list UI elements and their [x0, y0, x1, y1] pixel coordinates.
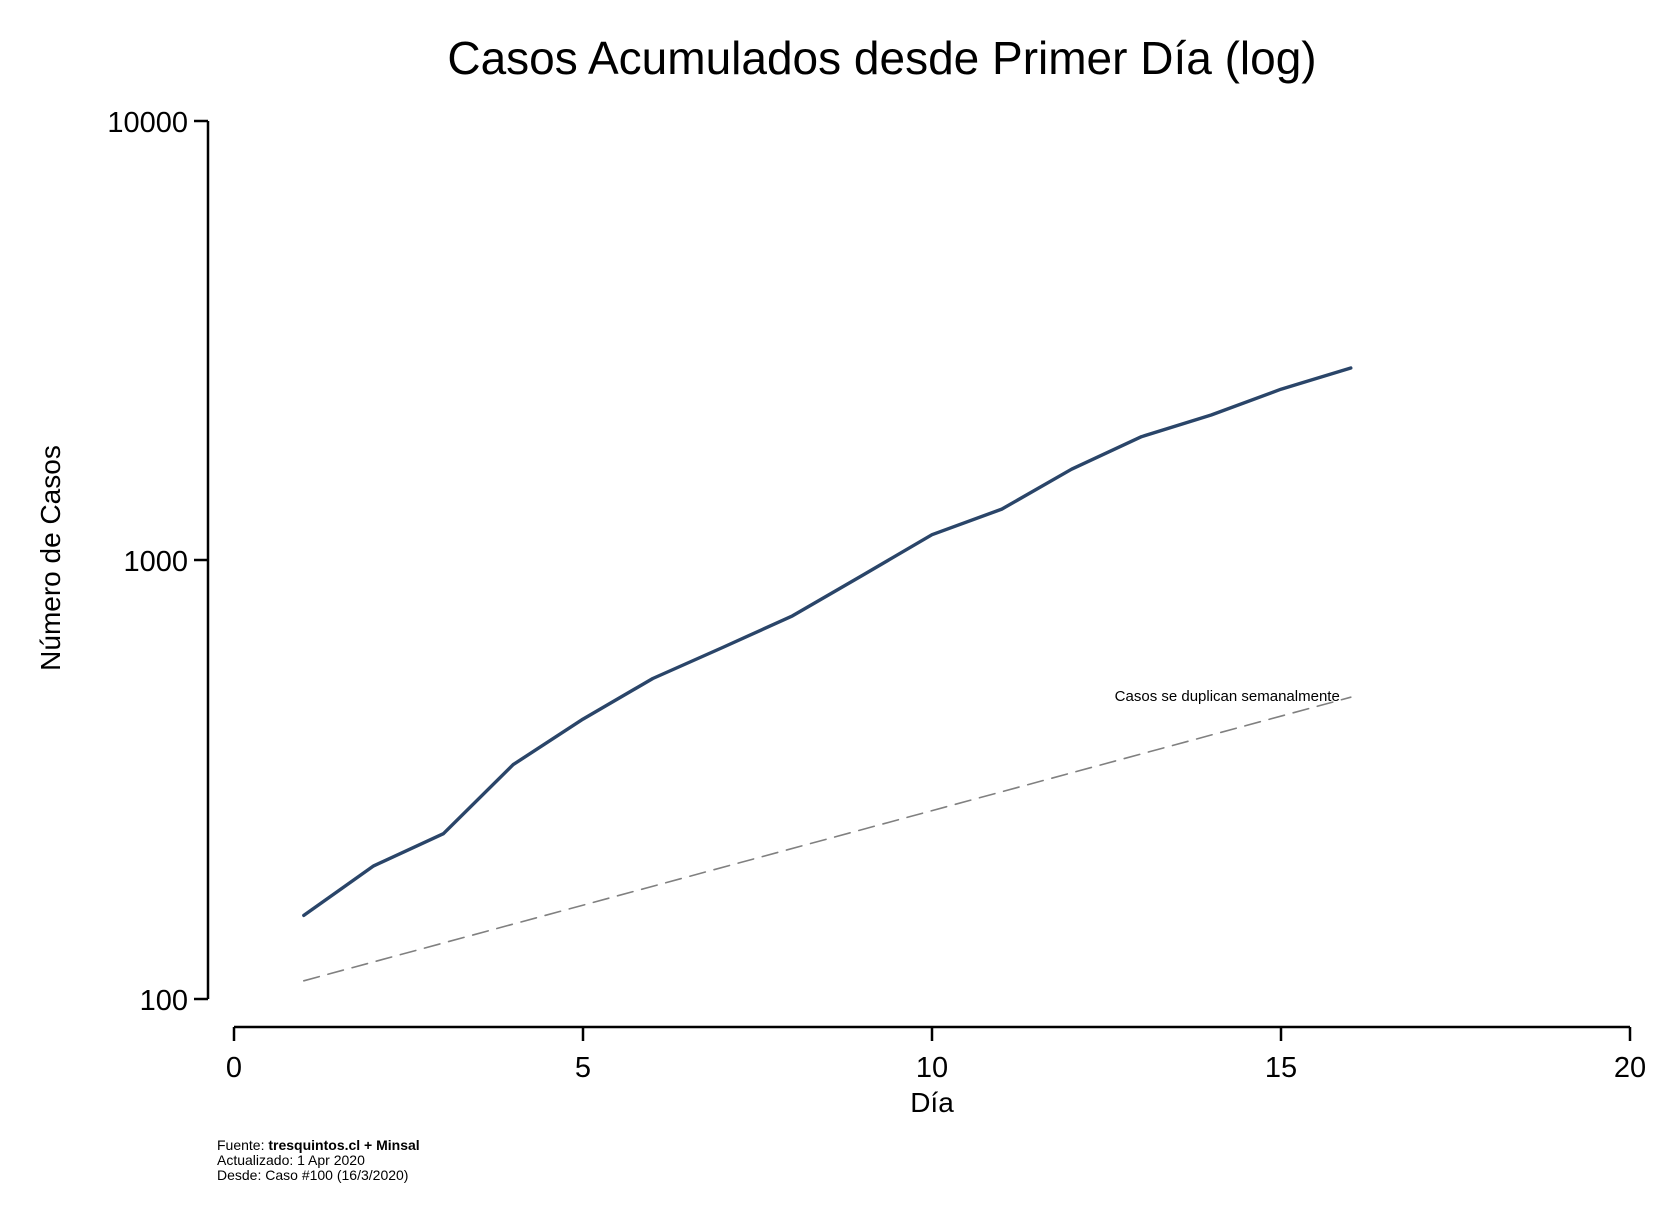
annotation-label: Casos se duplican semanalmente: [1115, 688, 1340, 705]
x-axis: 0 5 10 15 20: [226, 1025, 1646, 1084]
footer-source: Fuente: tresquintos.cl + Minsal: [217, 1138, 420, 1153]
reference-line-series: [302, 696, 1352, 982]
chart-title: Casos Acumulados desde Primer Día (log): [447, 32, 1316, 84]
footer-source-prefix: Fuente:: [217, 1137, 269, 1153]
cases-line-series: [302, 366, 1353, 918]
x-tick-label: 20: [1614, 1052, 1646, 1084]
footer-source-bold: tresquintos.cl + Minsal: [268, 1137, 420, 1153]
y-tick-label: 1000: [123, 546, 188, 578]
x-axis-label: Día: [910, 1087, 954, 1118]
y-tick-label: 100: [140, 985, 188, 1017]
x-tick-label: 10: [916, 1052, 948, 1084]
x-tick-label: 0: [226, 1052, 242, 1084]
y-tick-label: 10000: [107, 107, 188, 139]
footer: Fuente: tresquintos.cl + Minsal Actualiz…: [217, 1138, 420, 1183]
x-tick-label: 5: [575, 1052, 591, 1084]
x-tick-label: 15: [1265, 1052, 1297, 1084]
footer-updated: Actualizado: 1 Apr 2020: [217, 1152, 365, 1168]
y-axis-label: Número de Casos: [35, 445, 66, 671]
y-axis: 100 1000 10000: [107, 107, 210, 1017]
series-layer: [302, 366, 1353, 982]
footer-since: Desde: Caso #100 (16/3/2020): [217, 1167, 409, 1183]
annotation-layer: Casos se duplican semanalmente: [1115, 688, 1340, 705]
